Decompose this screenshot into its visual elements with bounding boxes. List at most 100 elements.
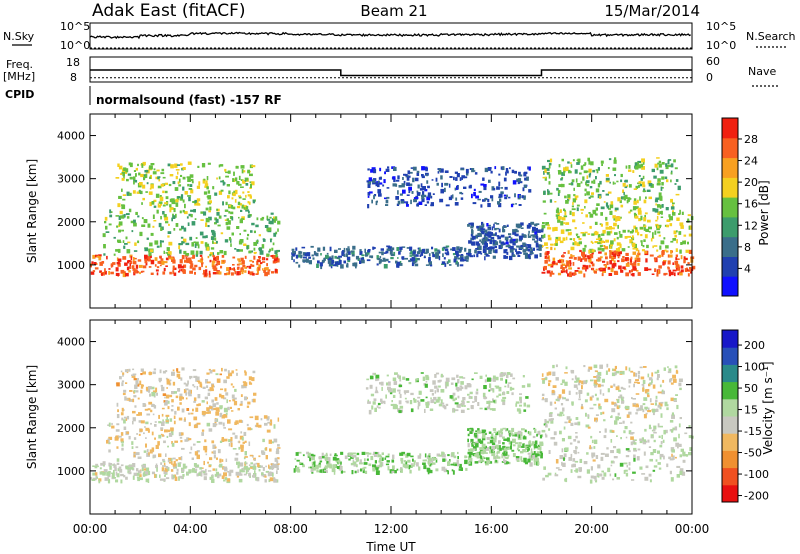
echo-cell: [485, 255, 490, 257]
y-tick-label: 1000: [57, 465, 85, 478]
echo-cell: [673, 398, 677, 401]
echo-cell: [340, 470, 343, 474]
echo-cell: [276, 457, 280, 460]
echo-cell: [599, 244, 603, 247]
echo-cell: [496, 235, 500, 237]
echo-cell: [264, 422, 268, 426]
echo-cell: [420, 252, 424, 256]
echo-cell: [274, 258, 278, 261]
echo-cell: [585, 214, 588, 218]
echo-cell: [468, 240, 472, 244]
echo-cell: [160, 183, 165, 187]
echo-cell: [493, 400, 495, 403]
echo-cell: [397, 190, 399, 195]
echo-cell: [575, 446, 578, 450]
echo-cell: [590, 435, 593, 439]
echo-cell: [637, 272, 641, 276]
echo-cell: [181, 469, 185, 472]
echo-cell: [408, 259, 411, 263]
echo-cell: [573, 238, 576, 241]
echo-cell: [227, 170, 231, 174]
echo-cell: [171, 199, 176, 205]
echo-cell: [446, 261, 449, 265]
echo-cell: [195, 407, 199, 412]
echo-cell: [467, 393, 470, 396]
echo-cell: [256, 269, 259, 274]
echo-cell: [171, 371, 175, 376]
echo-cell: [514, 228, 518, 231]
echo-cell: [308, 256, 311, 259]
echo-cell: [346, 264, 348, 268]
echo-cell: [656, 182, 661, 186]
echo-cell: [363, 466, 367, 469]
echo-cell: [142, 197, 145, 201]
echo-cell: [135, 452, 140, 456]
echo-cell: [676, 369, 678, 373]
echo-cell: [122, 240, 125, 243]
echo-cell: [276, 467, 279, 470]
echo-cell: [181, 268, 186, 273]
echo-cell: [664, 176, 668, 180]
echo-cell: [610, 416, 612, 418]
echo-cell: [396, 261, 400, 266]
echo-cell: [546, 270, 551, 274]
echo-cell: [541, 165, 546, 170]
echo-cell: [116, 262, 120, 265]
echo-cell: [491, 452, 496, 457]
echo-cell: [126, 216, 130, 219]
echo-cell: [597, 371, 602, 376]
echo-cell: [616, 180, 619, 183]
echo-cell: [120, 173, 123, 175]
echo-cell: [452, 398, 456, 402]
echo-cell: [232, 432, 236, 435]
echo-cell: [581, 385, 583, 390]
echo-cell: [106, 471, 110, 476]
echo-cell: [559, 209, 562, 213]
echo-cell: [611, 372, 616, 377]
echo-cell: [535, 227, 538, 231]
echo-cell: [403, 390, 408, 393]
echo-cell: [147, 223, 151, 228]
velocity-colorbar-label: Velocity [m s⁻¹]: [761, 361, 775, 454]
echo-cell: [175, 223, 179, 227]
echo-cell: [538, 430, 541, 435]
echo-cell: [207, 461, 209, 464]
echo-cell: [271, 247, 274, 251]
echo-cell: [295, 254, 299, 259]
echo-cell: [593, 364, 598, 369]
echo-cell: [655, 219, 658, 222]
echo-cell: [516, 408, 521, 412]
echo-cell: [146, 413, 151, 416]
echo-cell: [522, 449, 526, 453]
echo-cell: [115, 464, 117, 468]
echo-cell: [339, 464, 342, 467]
echo-cell: [105, 225, 108, 230]
echo-cell: [509, 445, 512, 450]
echo-cell: [688, 435, 692, 439]
echo-cell: [132, 373, 135, 377]
echo-cell: [684, 257, 688, 261]
echo-cell: [495, 385, 500, 389]
echo-cell: [676, 230, 678, 233]
echo-cell: [152, 171, 157, 175]
echo-cell: [596, 238, 600, 240]
echo-cell: [604, 252, 607, 256]
echo-cell: [639, 183, 642, 187]
echo-cell: [593, 379, 598, 384]
echo-cell: [168, 457, 172, 462]
echo-cell: [225, 458, 228, 462]
x-tick-label: 12:00: [374, 522, 409, 536]
echo-cell: [181, 255, 185, 260]
echo-cell: [519, 245, 524, 249]
echo-cell: [484, 379, 487, 383]
echo-cell: [167, 163, 171, 167]
echo-cell: [480, 227, 484, 231]
echo-cell: [554, 247, 556, 251]
echo-cell: [333, 464, 337, 468]
echo-cell: [545, 247, 549, 249]
echo-cell: [116, 382, 120, 387]
echo-cell: [553, 441, 558, 446]
echo-cell: [679, 272, 683, 276]
echo-cell: [666, 179, 669, 183]
echo-cell: [585, 181, 587, 186]
